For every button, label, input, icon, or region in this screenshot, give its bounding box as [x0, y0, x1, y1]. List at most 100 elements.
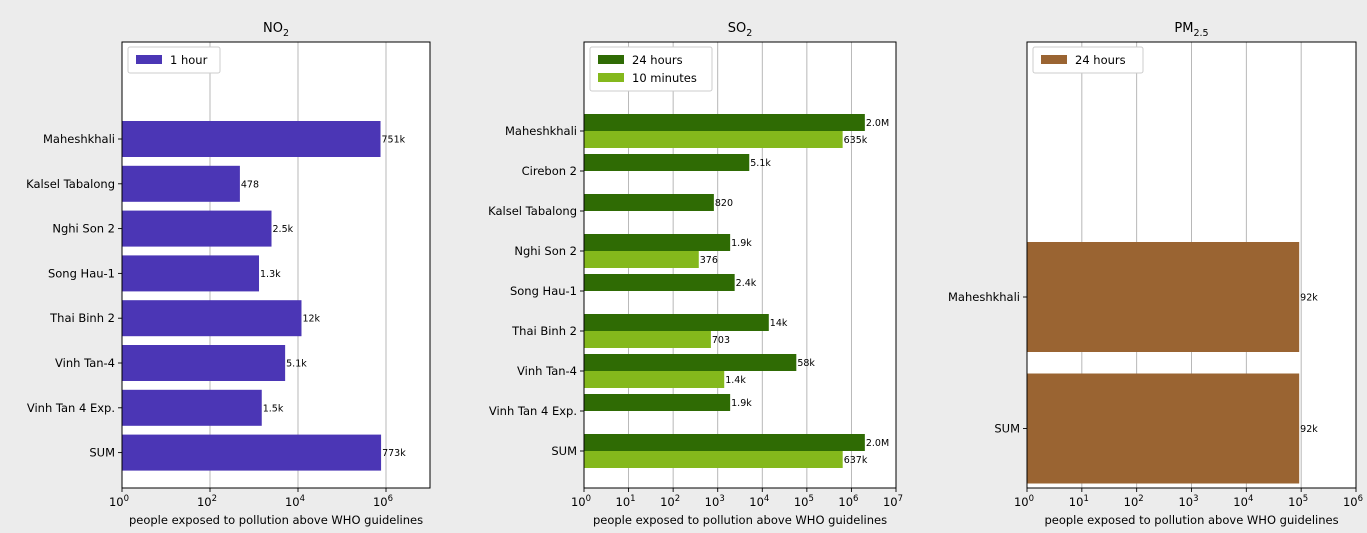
x-tick-label: 101: [1069, 494, 1089, 509]
bar: [122, 389, 262, 426]
x-tick-label: 104: [1233, 494, 1253, 509]
data-label: 703: [712, 335, 730, 346]
y-tick-label: Thai Binh 2: [511, 324, 577, 338]
y-tick-label: SUM: [551, 444, 577, 458]
x-tick-label: 104: [285, 494, 305, 509]
chart-2: 2.0M 635k Maheshkhali 5.1k Cirebon 2 820 Kalse…: [488, 21, 903, 527]
bar: [584, 434, 865, 451]
data-label: 820: [715, 198, 733, 209]
bar: [584, 371, 725, 388]
bar: [584, 114, 865, 131]
bar: [1027, 242, 1300, 352]
bar: [584, 274, 735, 291]
y-tick-label: Vinh Tan 4 Exp.: [27, 401, 115, 415]
data-label: 14k: [770, 318, 788, 329]
y-tick-label: Nghi Son 2: [514, 244, 577, 258]
bar: [122, 434, 382, 471]
legend-swatch: [598, 73, 624, 82]
x-tick-label: 100: [1014, 494, 1034, 509]
data-label: 2.4k: [736, 278, 757, 289]
y-tick-label: Song Hau-1: [48, 266, 115, 280]
data-label: 1.9k: [731, 398, 752, 409]
data-label: 2.0M: [866, 438, 889, 449]
data-label: 58k: [797, 358, 815, 369]
legend-label: 24 hours: [632, 53, 683, 67]
bar: [1027, 373, 1300, 484]
legend-label: 24 hours: [1075, 53, 1126, 67]
y-tick-label: Maheshkhali: [505, 124, 577, 138]
y-tick-label: Vinh Tan 4 Exp.: [489, 404, 577, 418]
x-tick-label: 102: [197, 494, 217, 509]
data-label: 773k: [382, 448, 406, 459]
data-label: 12k: [302, 314, 320, 325]
bar: [122, 210, 272, 247]
data-label: 376: [700, 255, 718, 266]
bar: [122, 121, 381, 157]
bar: [584, 451, 843, 468]
y-tick-label: SUM: [994, 422, 1020, 436]
x-tick-label: 105: [794, 494, 814, 509]
data-label: 92k: [1300, 424, 1318, 435]
data-label: 751k: [382, 135, 406, 146]
bar: [584, 131, 843, 148]
x-axis-label: people exposed to pollution above WHO gu…: [129, 513, 423, 527]
bar: [122, 300, 302, 337]
x-tick-label: 106: [1343, 494, 1363, 509]
y-tick-label: SUM: [89, 446, 115, 460]
x-tick-label: 107: [883, 494, 903, 509]
x-tick-label: 102: [1124, 494, 1144, 509]
y-tick-label: Maheshkhali: [948, 290, 1020, 304]
x-tick-label: 105: [1288, 494, 1308, 509]
x-axis-label: people exposed to pollution above WHO gu…: [1044, 513, 1338, 527]
data-label: 2.5k: [273, 224, 294, 235]
chart-3: 92k Maheshkhali 92k SUM 100 101 102 103 104 105 10…: [948, 21, 1363, 527]
legend-swatch: [136, 55, 162, 64]
legend-box: [1032, 46, 1144, 74]
bar: [584, 331, 711, 348]
data-label: 2.0M: [866, 118, 889, 129]
x-tick-label: 103: [705, 494, 725, 509]
x-tick-label: 103: [1178, 494, 1198, 509]
y-tick-label: Nghi Son 2: [52, 222, 115, 236]
y-tick-label: Kalsel Tabalong: [488, 204, 577, 218]
data-label: 1.4k: [725, 375, 746, 386]
x-tick-label: 104: [749, 494, 769, 509]
bar: [584, 354, 797, 371]
data-label: 5.1k: [750, 158, 771, 169]
data-label: 1.3k: [260, 269, 281, 280]
y-tick-label: Maheshkhali: [43, 132, 115, 146]
y-tick-label: Thai Binh 2: [49, 311, 115, 325]
bar: [584, 154, 750, 171]
bar: [584, 394, 731, 411]
bar: [122, 165, 240, 202]
data-label: 5.1k: [286, 359, 307, 370]
legend-label: 1 hour: [170, 53, 208, 67]
chart-title: NO2: [263, 21, 289, 39]
data-label: 1.5k: [263, 403, 284, 414]
legend-label: 10 minutes: [632, 71, 697, 85]
chart-title: SO2: [728, 21, 753, 39]
bar: [584, 194, 714, 211]
x-tick-label: 102: [660, 494, 680, 509]
x-tick-label: 106: [838, 494, 858, 509]
axes-frame: [583, 41, 897, 489]
bar: [122, 255, 260, 292]
legend-swatch: [1041, 55, 1067, 64]
y-tick-label: Vinh Tan-4: [517, 364, 577, 378]
data-label: 1.9k: [731, 238, 752, 249]
data-label: 635k: [844, 135, 868, 146]
chart-title: PM2.5: [1174, 21, 1208, 39]
x-tick-label: 100: [571, 494, 591, 509]
axes-frame: [1026, 41, 1357, 489]
bar: [584, 251, 699, 268]
y-tick-label: Kalsel Tabalong: [26, 177, 115, 191]
data-label: 478: [241, 179, 259, 190]
chart-1: 751k Maheshkhali 478 Kalsel Tabalong 2.5k Ngh…: [26, 21, 431, 527]
x-tick-label: 100: [109, 494, 129, 509]
axes-frame: [121, 41, 431, 489]
y-tick-label: Cirebon 2: [522, 164, 577, 178]
x-tick-label: 101: [616, 494, 636, 509]
bar: [584, 314, 769, 331]
x-axis-label: people exposed to pollution above WHO gu…: [593, 513, 887, 527]
